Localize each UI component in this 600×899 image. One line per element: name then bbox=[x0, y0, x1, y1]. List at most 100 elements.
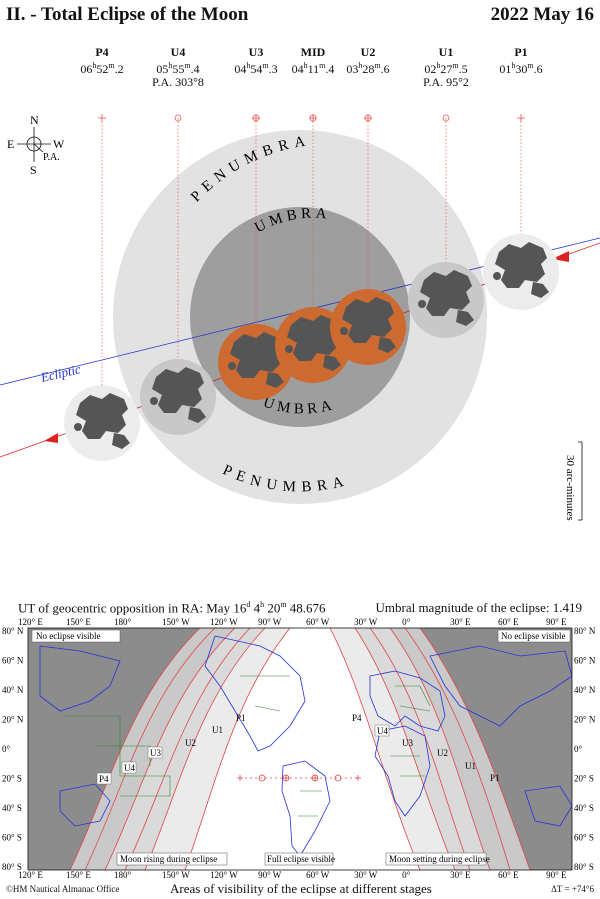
contact-u4: U4 05h55m.4 P.A. 303°8 bbox=[143, 46, 213, 89]
lat-label-left: 40° N bbox=[2, 685, 24, 695]
contact-time: 05h55m.4 bbox=[156, 61, 200, 76]
svg-text:Moon setting during eclipse: Moon setting during eclipse bbox=[389, 854, 490, 864]
lat-label-right: 40° S bbox=[574, 803, 594, 813]
lon-label-bottom: 30° W bbox=[354, 870, 378, 878]
contact-time: 06h52m.2 bbox=[80, 61, 124, 76]
path-arrow-west bbox=[44, 433, 58, 443]
contact-time: 03h28m.6 bbox=[346, 61, 390, 76]
lon-label-top: 0° bbox=[402, 617, 411, 627]
contact-label: U4 bbox=[170, 45, 186, 59]
lon-label-top: 150° W bbox=[162, 617, 190, 627]
svg-text:No eclipse visible: No eclipse visible bbox=[501, 631, 566, 641]
lon-label-bottom: 0° bbox=[402, 870, 411, 878]
contact-time: 04h54m.3 bbox=[234, 61, 278, 76]
compass: N S E W P.A. bbox=[7, 113, 65, 177]
lat-label-right: 40° N bbox=[574, 685, 596, 695]
moon-track bbox=[237, 774, 361, 782]
svg-text:U4: U4 bbox=[377, 726, 388, 736]
compass-south: S bbox=[30, 163, 37, 177]
compass-north: N bbox=[30, 113, 39, 127]
compass-pa: P.A. bbox=[43, 152, 60, 163]
delta-t: ΔT = +74°6 bbox=[551, 884, 594, 894]
scale-label: 30 arc-minutes bbox=[564, 455, 576, 521]
contact-u2: U2 03h28m.6 bbox=[333, 46, 403, 76]
lat-label-left: 60° S bbox=[2, 833, 22, 843]
lon-label-top: 30° W bbox=[354, 617, 378, 627]
svg-text:Full eclipse visible: Full eclipse visible bbox=[267, 854, 335, 864]
scale-bar: 30 arc-minutes bbox=[564, 441, 583, 521]
lat-label-right: 60° N bbox=[574, 656, 596, 666]
contact-u3: U3 04h54m.3 bbox=[221, 46, 291, 76]
curve-labels: P4 U4 U3 U2 U1 P1 P4 U4 U3 U2 U1 P1 bbox=[96, 713, 500, 785]
lat-label-right: 20° S bbox=[574, 774, 594, 784]
lat-label-left: 80° N bbox=[2, 626, 24, 636]
contact-label: P1 bbox=[514, 45, 528, 59]
lon-label-bottom: 150° E bbox=[66, 870, 91, 878]
lat-label-left: 20° S bbox=[2, 774, 22, 784]
moon-u1 bbox=[408, 262, 484, 338]
lat-label-right: 20° N bbox=[574, 715, 596, 725]
lat-label-right: 80° S bbox=[574, 862, 594, 872]
contact-time: 01h30m.6 bbox=[499, 61, 543, 76]
moon-u4 bbox=[140, 359, 216, 435]
lon-label-bottom: 120° W bbox=[210, 870, 238, 878]
contact-time: 02h27m.5 bbox=[424, 61, 468, 76]
svg-text:U1: U1 bbox=[465, 761, 476, 771]
map-caption: Areas of visibility of the eclipse at di… bbox=[170, 881, 432, 896]
moon-p1 bbox=[483, 234, 559, 310]
ecliptic-label: Ecliptic bbox=[38, 361, 82, 385]
lat-label-right: 80° N bbox=[574, 626, 596, 636]
contact-label: P4 bbox=[95, 45, 109, 59]
moon-p4 bbox=[64, 385, 140, 461]
compass-east: E bbox=[7, 137, 14, 151]
copyright: ©HM Nautical Almanac Office bbox=[6, 884, 120, 894]
svg-text:P4: P4 bbox=[99, 774, 109, 784]
lat-label-right: 60° S bbox=[574, 833, 594, 843]
contact-label: MID bbox=[300, 45, 326, 59]
lat-label-left: 40° S bbox=[2, 803, 22, 813]
umbral-magnitude: Umbral magnitude of the eclipse: 1.419 bbox=[375, 600, 582, 615]
lon-label-top: 120° W bbox=[210, 617, 238, 627]
moon-u3 bbox=[218, 324, 294, 400]
borders bbox=[64, 675, 431, 817]
contact-label: U3 bbox=[248, 45, 264, 59]
lon-label-bottom: 150° W bbox=[162, 870, 190, 878]
contact-markers bbox=[98, 114, 525, 122]
lat-label-right: 0° bbox=[574, 744, 583, 754]
lat-label-left: 20° N bbox=[2, 715, 24, 725]
contact-p4: P4 06h52m.2 bbox=[67, 46, 137, 76]
lat-label-left: 0° bbox=[2, 744, 11, 754]
lon-label-top: 180° bbox=[114, 617, 132, 627]
lon-label-top: 60° W bbox=[306, 617, 330, 627]
lon-label-top: 60° E bbox=[498, 617, 519, 627]
visibility-map: No eclipse visible No eclipse visible Mo… bbox=[2, 617, 596, 878]
contact-u1: U1 02h27m.5 P.A. 95°2 bbox=[411, 46, 481, 89]
contact-mid: MID 04h11m.4 bbox=[278, 46, 348, 76]
svg-text:P1: P1 bbox=[236, 713, 246, 723]
svg-text:No eclipse visible: No eclipse visible bbox=[36, 631, 101, 641]
lon-label-bottom: 30° E bbox=[450, 870, 471, 878]
lon-label-top: 120° E bbox=[18, 617, 43, 627]
eclipse-date: 2022 May 16 bbox=[490, 4, 594, 25]
lon-label-top: 90° E bbox=[546, 617, 567, 627]
lon-label-bottom: 180° bbox=[114, 870, 132, 878]
moon-u2 bbox=[330, 289, 406, 365]
lon-label-top: 90° W bbox=[258, 617, 282, 627]
contact-time: 04h11m.4 bbox=[291, 61, 335, 76]
svg-text:P4: P4 bbox=[352, 713, 362, 723]
lon-label-bottom: 90° E bbox=[546, 870, 567, 878]
map-axes: 120° E 120° E 150° E 150° E 180° 180° 150° W 15… bbox=[2, 617, 596, 878]
lon-label-bottom: 120° E bbox=[18, 870, 43, 878]
svg-text:U2: U2 bbox=[437, 748, 448, 758]
svg-text:Moon rising during eclipse: Moon rising during eclipse bbox=[120, 854, 217, 864]
contact-position-angle: P.A. 303°8 bbox=[152, 75, 204, 89]
contact-position-angle: P.A. 95°2 bbox=[423, 75, 469, 89]
contact-label: U2 bbox=[360, 45, 376, 59]
svg-text:U2: U2 bbox=[185, 738, 196, 748]
coastlines bbox=[39, 635, 572, 857]
lat-label-left: 60° N bbox=[2, 656, 24, 666]
compass-west: W bbox=[53, 137, 65, 151]
svg-text:P1: P1 bbox=[490, 773, 500, 783]
eclipse-diagram: Ecliptic PENUMBRA PENUMBRA UMBRA UMBRA bbox=[0, 113, 600, 521]
lon-label-bottom: 60° E bbox=[498, 870, 519, 878]
